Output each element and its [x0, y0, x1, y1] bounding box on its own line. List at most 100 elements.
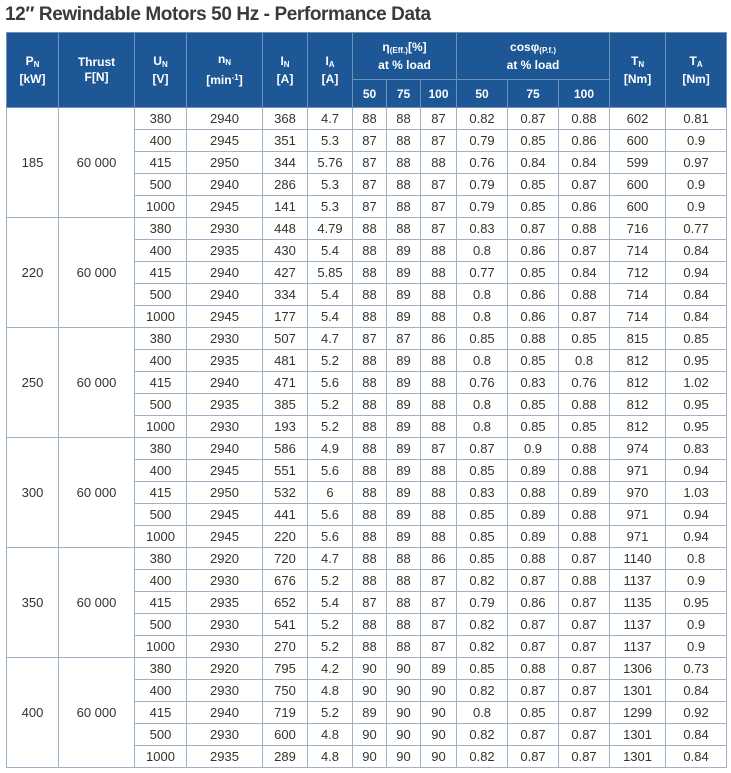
col-header-pn: PN [kW]	[6, 32, 59, 108]
table-cell: 90	[352, 679, 387, 702]
table-cell: 88	[419, 459, 458, 482]
table-cell: 0.8	[665, 547, 728, 570]
table-cell: 5.2	[307, 569, 353, 592]
table-cell: 0.87	[558, 613, 611, 636]
table-cell: 90	[386, 723, 421, 746]
table-cell: 0.9	[665, 195, 728, 218]
table-cell: 1299	[609, 701, 667, 724]
table-cell: 0.88	[558, 393, 611, 416]
thrust-cell: 60 000	[58, 657, 135, 768]
table-cell: 0.83	[456, 217, 509, 240]
table-cell: 0.87	[558, 239, 611, 262]
table-cell: 400	[134, 129, 187, 152]
table-cell: 4.7	[307, 547, 353, 570]
table-row: 350 60 000 380 2920 720 4.7 88 88 86 0.85 0.88 0.87…	[6, 547, 728, 658]
table-cell: 87	[352, 591, 387, 614]
table-cell: 0.87	[558, 679, 611, 702]
table-cell: 385	[262, 393, 308, 416]
table-cell: 2940	[186, 107, 263, 130]
table-cell: 89	[386, 239, 421, 262]
table-cell: 1301	[609, 679, 667, 702]
table-cell: 0.84	[665, 723, 728, 746]
table-cell: 0.84	[665, 239, 728, 262]
table-cell: 5.2	[307, 701, 353, 724]
table-cell: 289	[262, 745, 308, 768]
table-cell: 2930	[186, 635, 263, 658]
table-cell: 88	[386, 547, 421, 570]
table-cell: 0.87	[558, 547, 611, 570]
table-cell: 2930	[186, 723, 263, 746]
table-cell: 0.94	[665, 459, 728, 482]
table-cell: 0.85	[507, 195, 560, 218]
table-cell: 812	[609, 393, 667, 416]
table-cell: 88	[352, 569, 387, 592]
table-cell: 2945	[186, 503, 263, 526]
table-cell: 415	[134, 261, 187, 284]
table-cell: 88	[352, 393, 387, 416]
table-cell: 90	[352, 745, 387, 768]
table-cell: 971	[609, 503, 667, 526]
table-cell: 0.87	[507, 217, 560, 240]
table-cell: 90	[419, 745, 458, 768]
table-cell: 86	[419, 327, 458, 350]
table-row: 400 2935 481 5.2 88 89 88 0.8 0.85 0.8 812 0.95	[7, 349, 728, 372]
table-cell: 286	[262, 173, 308, 196]
table-cell: 88	[386, 173, 421, 196]
table-cell: 2920	[186, 657, 263, 680]
table-cell: 86	[419, 547, 458, 570]
table-cell: 2945	[186, 195, 263, 218]
table-cell: 0.84	[558, 261, 611, 284]
col-header-eff-75: 75	[386, 79, 421, 108]
table-cell: 600	[609, 129, 667, 152]
table-cell: 0.88	[558, 283, 611, 306]
table-cell: 1000	[134, 415, 187, 438]
table-cell: 0.87	[507, 635, 560, 658]
table-cell: 89	[386, 261, 421, 284]
table-cell: 812	[609, 415, 667, 438]
table-cell: 0.85	[507, 173, 560, 196]
table-cell: 0.87	[558, 173, 611, 196]
table-cell: 88	[386, 635, 421, 658]
table-cell: 532	[262, 481, 308, 504]
table-cell: 89	[386, 437, 421, 460]
table-cell: 0.82	[456, 679, 509, 702]
table-cell: 0.83	[665, 437, 728, 460]
table-cell: 0.77	[456, 261, 509, 284]
col-header-ta: TA [Nm]	[665, 32, 728, 108]
table-cell: 2940	[186, 283, 263, 306]
table-cell: 0.85	[456, 525, 509, 548]
table-cell: 0.87	[507, 745, 560, 768]
table-cell: 415	[134, 371, 187, 394]
table-cell: 0.86	[558, 129, 611, 152]
table-cell: 344	[262, 151, 308, 174]
table-cell: 89	[386, 415, 421, 438]
table-cell: 193	[262, 415, 308, 438]
table-cell: 500	[134, 503, 187, 526]
table-cell: 380	[134, 657, 187, 680]
table-row: 500 2940 286 5.3 87 88 87 0.79 0.85 0.87 600 0.9	[7, 173, 728, 196]
table-cell: 90	[419, 723, 458, 746]
table-cell: 89	[386, 459, 421, 482]
table-cell: 87	[352, 129, 387, 152]
table-cell: 0.88	[558, 217, 611, 240]
table-cell: 0.9	[665, 129, 728, 152]
table-cell: 88	[386, 195, 421, 218]
table-row: 1000 2935 289 4.8 90 90 90 0.82 0.87 0.87 1301 0.84	[7, 745, 728, 768]
table-row: 400 2945 351 5.3 87 88 87 0.79 0.85 0.86 600 0.9	[7, 129, 728, 152]
table-cell: 0.84	[558, 151, 611, 174]
table-cell: 0.84	[665, 283, 728, 306]
table-cell: 541	[262, 613, 308, 636]
table-cell: 2940	[186, 437, 263, 460]
table-cell: 0.79	[456, 195, 509, 218]
table-cell: 87	[419, 129, 458, 152]
table-cell: 400	[134, 459, 187, 482]
table-cell: 88	[419, 481, 458, 504]
table-cell: 87	[419, 635, 458, 658]
table-cell: 1000	[134, 745, 187, 768]
table-row: 185 60 000 380 2940 368 4.7 88 88 87 0.82 0.87 0.88…	[6, 107, 728, 218]
table-cell: 812	[609, 371, 667, 394]
table-cell: 88	[352, 503, 387, 526]
table-cell: 88	[386, 591, 421, 614]
table-cell: 0.87	[558, 305, 611, 328]
table-cell: 714	[609, 239, 667, 262]
